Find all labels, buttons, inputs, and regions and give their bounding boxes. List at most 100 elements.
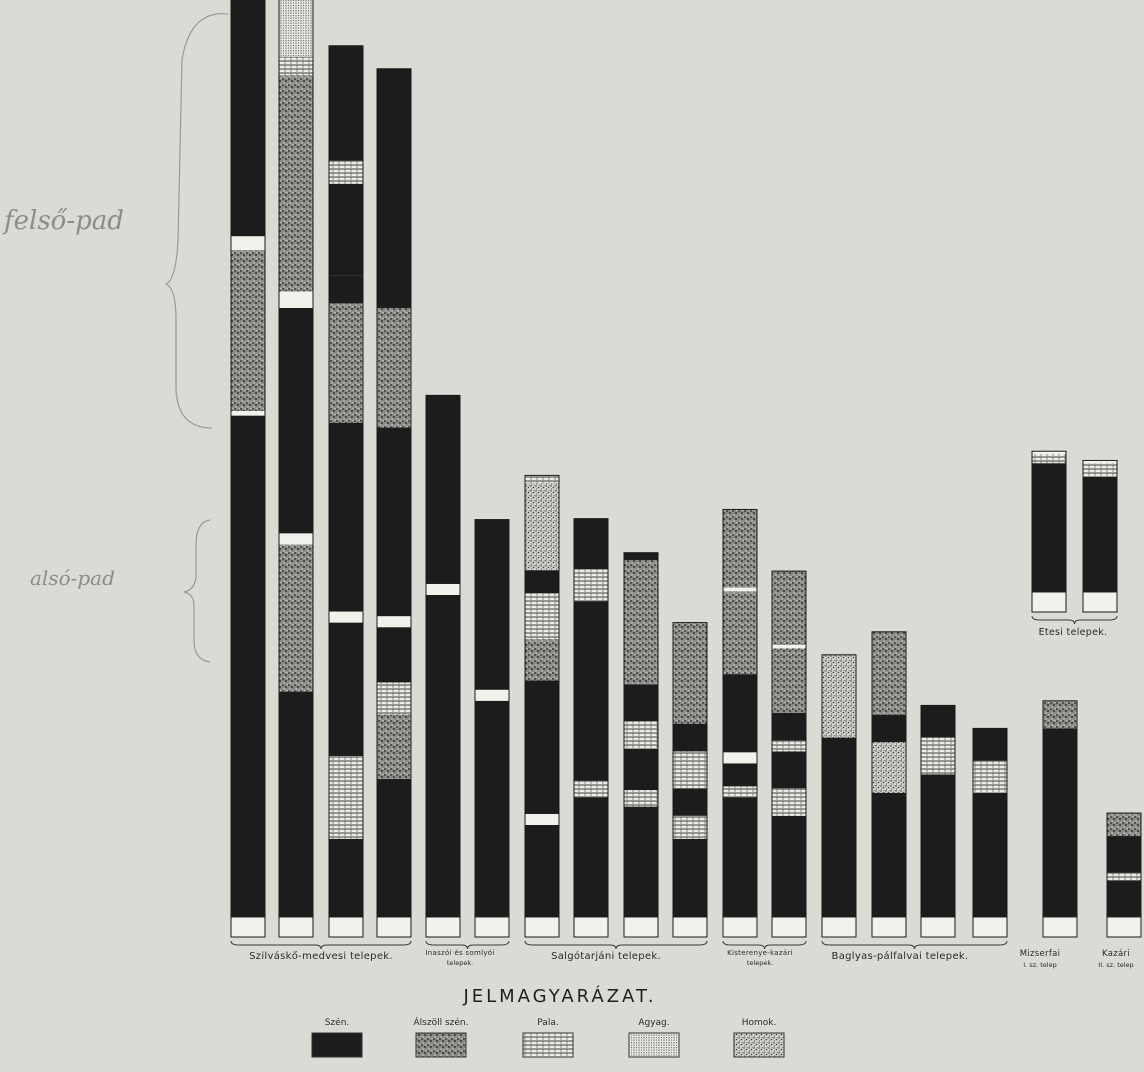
group-label-kisterenye: Kisterenye-kazári: [727, 949, 793, 957]
layer-dirtycoal: [279, 544, 313, 692]
layer-coal: [822, 737, 856, 917]
column-8: [573, 518, 609, 938]
column-outline: [230, 0, 266, 938]
layer-coal: [1107, 880, 1141, 917]
layer-shale: [723, 786, 757, 798]
layer-dirtycoal: [377, 714, 411, 779]
layer-white: [525, 813, 559, 825]
layer-coal: [1083, 477, 1117, 592]
layer-dirtycoal: [525, 639, 559, 681]
annotation-felso-pad: felső-pad: [4, 206, 124, 236]
column-outline: [821, 654, 857, 938]
layer-coal: [624, 806, 658, 917]
column-outline: [672, 622, 708, 938]
layer-shale: [673, 815, 707, 839]
layer-coal: [574, 601, 608, 781]
column-outline: [474, 519, 510, 938]
layer-coal: [1107, 836, 1141, 873]
layer-shale: [624, 721, 658, 749]
column-outline: [1042, 700, 1078, 938]
layer-shale: [1083, 463, 1117, 477]
column-footer: [474, 916, 510, 938]
column-footer: [278, 916, 314, 938]
legend-label: Szén.: [324, 1018, 350, 1028]
layer-white: [279, 533, 313, 545]
layer-dirtycoal: [329, 303, 363, 423]
group-sublabel-inaszoi: telepek.: [446, 959, 474, 967]
layer-coal: [624, 552, 658, 561]
layer-coal: [872, 792, 906, 917]
column-18: [1106, 812, 1142, 938]
column-footer: [1031, 591, 1067, 613]
layer-shale: [574, 780, 608, 798]
layer-coal: [377, 627, 411, 683]
column-2: [278, 0, 314, 938]
column-footer: [771, 916, 807, 938]
column-footer: [672, 916, 708, 938]
layer-coal: [673, 838, 707, 917]
legend-label: Agyag.: [638, 1018, 670, 1028]
layer-dirtycoal: [872, 631, 906, 715]
legend-label: Pala.: [537, 1018, 559, 1028]
layer-coal: [279, 307, 313, 534]
column-outline: [328, 45, 364, 938]
column-footer: [425, 916, 461, 938]
group-label-mizserfa: Mizserfai: [1019, 949, 1061, 959]
layer-coal: [279, 691, 313, 917]
upper-bed-brace: [164, 13, 229, 429]
layer-coal: [377, 427, 411, 617]
legend-item-coal: Szén.: [292, 1018, 382, 1058]
layer-coal: [921, 774, 955, 917]
layer-coal: [329, 422, 363, 612]
layer-clay: [279, 0, 313, 57]
layer-dirtycoal: [279, 75, 313, 292]
layer-coal: [329, 275, 363, 304]
layer-sand: [525, 482, 559, 571]
group-label-szilvasko: Szilváskő-medvesi telepek.: [249, 951, 393, 962]
column-5: [425, 394, 461, 938]
layer-coal: [475, 700, 509, 917]
layer-coal: [673, 788, 707, 816]
legend-item-sand: Homok.: [714, 1018, 804, 1058]
layer-dirtycoal: [1043, 700, 1077, 729]
layer-coal: [377, 779, 411, 917]
layer-coal: [723, 674, 757, 753]
legend-item-clay: Agyag.: [609, 1018, 699, 1058]
layer-coal: [1032, 463, 1066, 592]
column-3: [328, 45, 364, 938]
legend-swatch-clay: [628, 1032, 680, 1058]
layer-coal: [426, 595, 460, 917]
column-outline: [425, 394, 461, 938]
layer-coal: [231, 415, 265, 917]
column-outline: [722, 508, 758, 938]
layer-white: [329, 611, 363, 623]
column-4: [376, 68, 412, 938]
layer-shale: [329, 756, 363, 839]
layer-white: [279, 291, 313, 308]
layer-coal: [772, 712, 806, 741]
layer-coal: [231, 0, 265, 237]
group-brace: [1031, 615, 1118, 625]
layer-white: [475, 689, 509, 701]
layer-dirtycoal: [772, 571, 806, 645]
group-brace: [821, 940, 1008, 950]
column-12: [771, 570, 807, 938]
layer-coal: [921, 705, 955, 738]
layer-white: [426, 583, 460, 595]
legend-label: Álszöll szén.: [413, 1018, 469, 1028]
column-footer: [328, 916, 364, 938]
column-footer: [1042, 916, 1078, 938]
layer-coal: [872, 714, 906, 743]
column-outline: [376, 68, 412, 938]
column-outline: [771, 570, 807, 938]
layer-coal: [723, 763, 757, 787]
layer-white: [723, 587, 757, 592]
annotation-also-pad: alsó-pad: [30, 566, 115, 590]
column-footer: [722, 916, 758, 938]
legend-item-dirtycoal: Álszöll szén.: [396, 1018, 486, 1058]
legend-swatch-coal: [311, 1032, 363, 1058]
column-outline: [623, 552, 659, 938]
lower-bed-brace: [183, 519, 211, 663]
layer-coal: [525, 680, 559, 814]
